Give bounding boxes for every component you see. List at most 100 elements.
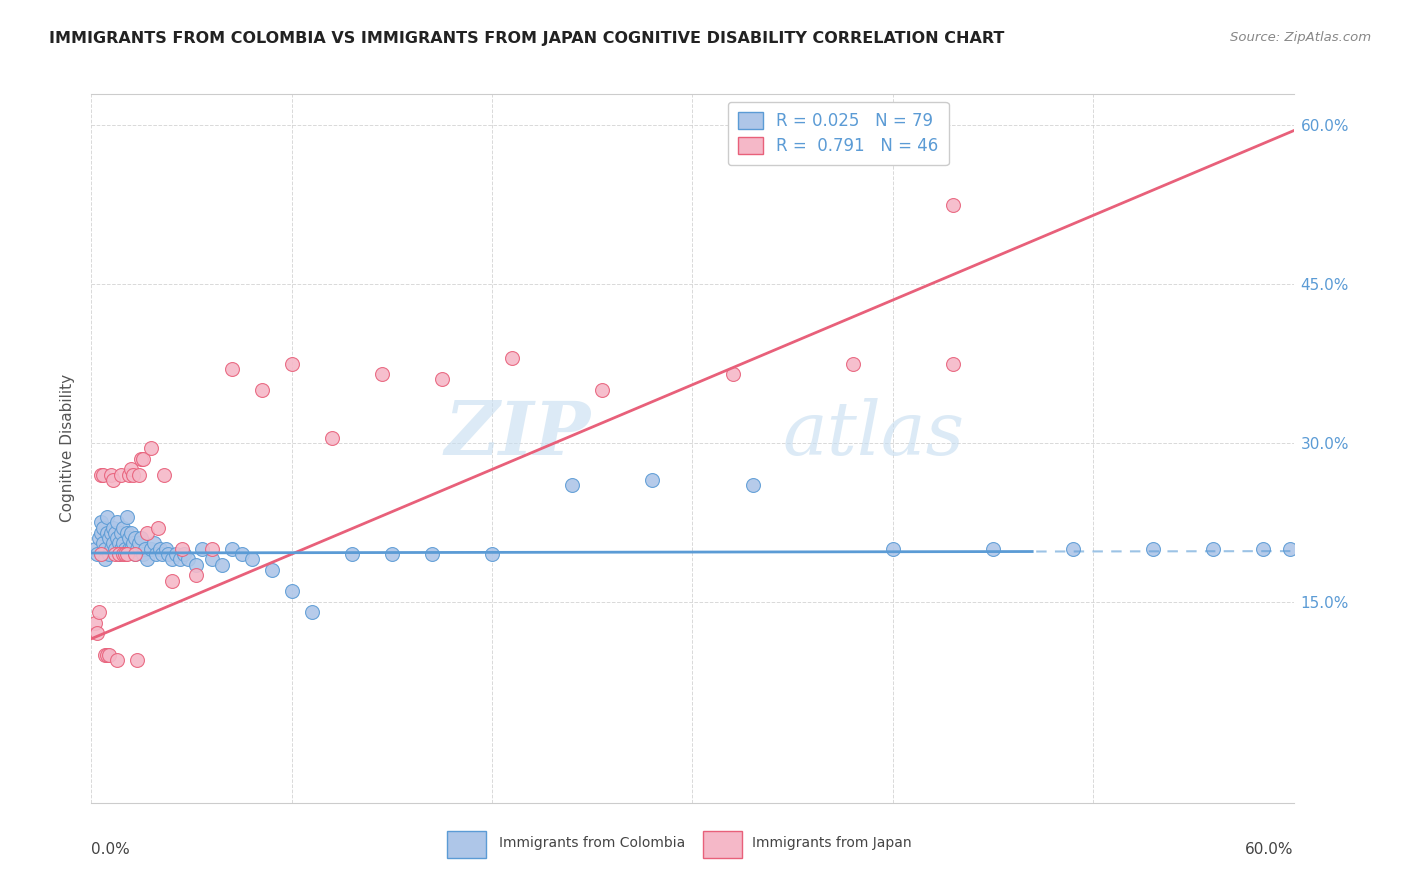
Text: ZIP: ZIP <box>444 398 591 470</box>
Point <box>131 451 153 466</box>
Point <box>103 536 125 550</box>
Point <box>1253 541 1275 556</box>
Point <box>121 525 143 540</box>
Point <box>1062 541 1084 556</box>
Point <box>152 467 174 482</box>
Point <box>1202 541 1225 556</box>
Point <box>110 467 132 482</box>
Point <box>430 372 453 386</box>
Point <box>131 531 153 545</box>
Point <box>96 648 118 662</box>
Point <box>86 626 108 640</box>
Point <box>132 451 155 466</box>
Point <box>122 467 145 482</box>
Point <box>141 442 163 456</box>
Point <box>381 547 404 561</box>
Point <box>169 552 191 566</box>
Point <box>160 574 183 588</box>
Point <box>281 357 304 371</box>
Point <box>107 516 129 530</box>
Point <box>118 531 141 545</box>
Point <box>107 531 129 545</box>
Point <box>122 536 145 550</box>
Point <box>100 467 122 482</box>
Point <box>184 558 207 572</box>
Point <box>165 547 187 561</box>
Point <box>221 541 243 556</box>
Point <box>117 547 139 561</box>
Point <box>741 478 763 492</box>
Point <box>148 541 170 556</box>
Point <box>127 653 149 667</box>
Text: 0.0%: 0.0% <box>91 842 131 857</box>
Point <box>124 547 146 561</box>
Point <box>108 536 131 550</box>
Point <box>371 367 394 381</box>
Point <box>96 525 118 540</box>
Point <box>117 510 139 524</box>
Point <box>98 547 121 561</box>
Text: Immigrants from Colombia: Immigrants from Colombia <box>499 836 685 850</box>
Point <box>160 552 183 566</box>
Point <box>90 516 112 530</box>
Point <box>882 541 904 556</box>
Point <box>90 547 112 561</box>
Point <box>124 531 146 545</box>
Point <box>84 615 107 630</box>
Point <box>184 568 207 582</box>
Point <box>156 547 179 561</box>
Point <box>112 547 135 561</box>
Point <box>321 431 343 445</box>
Point <box>561 478 583 492</box>
Point <box>240 552 263 566</box>
Point <box>103 473 125 487</box>
Point <box>98 648 121 662</box>
Point <box>190 541 212 556</box>
Point <box>211 558 233 572</box>
Legend: R = 0.025   N = 79, R =  0.791   N = 46: R = 0.025 N = 79, R = 0.791 N = 46 <box>728 102 949 165</box>
Point <box>98 531 121 545</box>
Point <box>176 552 198 566</box>
Point <box>134 541 156 556</box>
Point <box>121 462 143 476</box>
Text: 60.0%: 60.0% <box>1246 842 1294 857</box>
Point <box>104 525 127 540</box>
Point <box>90 467 112 482</box>
Point <box>841 357 863 371</box>
Point <box>942 357 965 371</box>
Point <box>118 467 141 482</box>
Point <box>146 520 169 534</box>
Point <box>260 563 283 577</box>
Point <box>481 547 503 561</box>
Point <box>100 525 122 540</box>
Point <box>721 367 744 381</box>
Point <box>89 605 111 619</box>
Point <box>89 531 111 545</box>
Point <box>107 653 129 667</box>
Point <box>641 473 664 487</box>
Point <box>150 547 173 561</box>
Point <box>170 541 193 556</box>
Y-axis label: Cognitive Disability: Cognitive Disability <box>60 374 76 523</box>
Point <box>112 520 135 534</box>
Point <box>132 547 155 561</box>
Point <box>104 547 127 561</box>
Point <box>84 541 107 556</box>
Point <box>142 536 165 550</box>
Point <box>100 541 122 556</box>
Point <box>173 547 195 561</box>
Point <box>201 541 224 556</box>
Point <box>145 547 167 561</box>
Point <box>108 547 131 561</box>
Point <box>420 547 443 561</box>
Point <box>104 541 127 556</box>
Point <box>221 362 243 376</box>
Text: Source: ZipAtlas.com: Source: ZipAtlas.com <box>1230 31 1371 45</box>
Point <box>128 536 150 550</box>
Point <box>1278 541 1301 556</box>
Point <box>112 536 135 550</box>
Point <box>121 541 143 556</box>
Point <box>93 536 115 550</box>
Point <box>141 541 163 556</box>
Point <box>118 541 141 556</box>
